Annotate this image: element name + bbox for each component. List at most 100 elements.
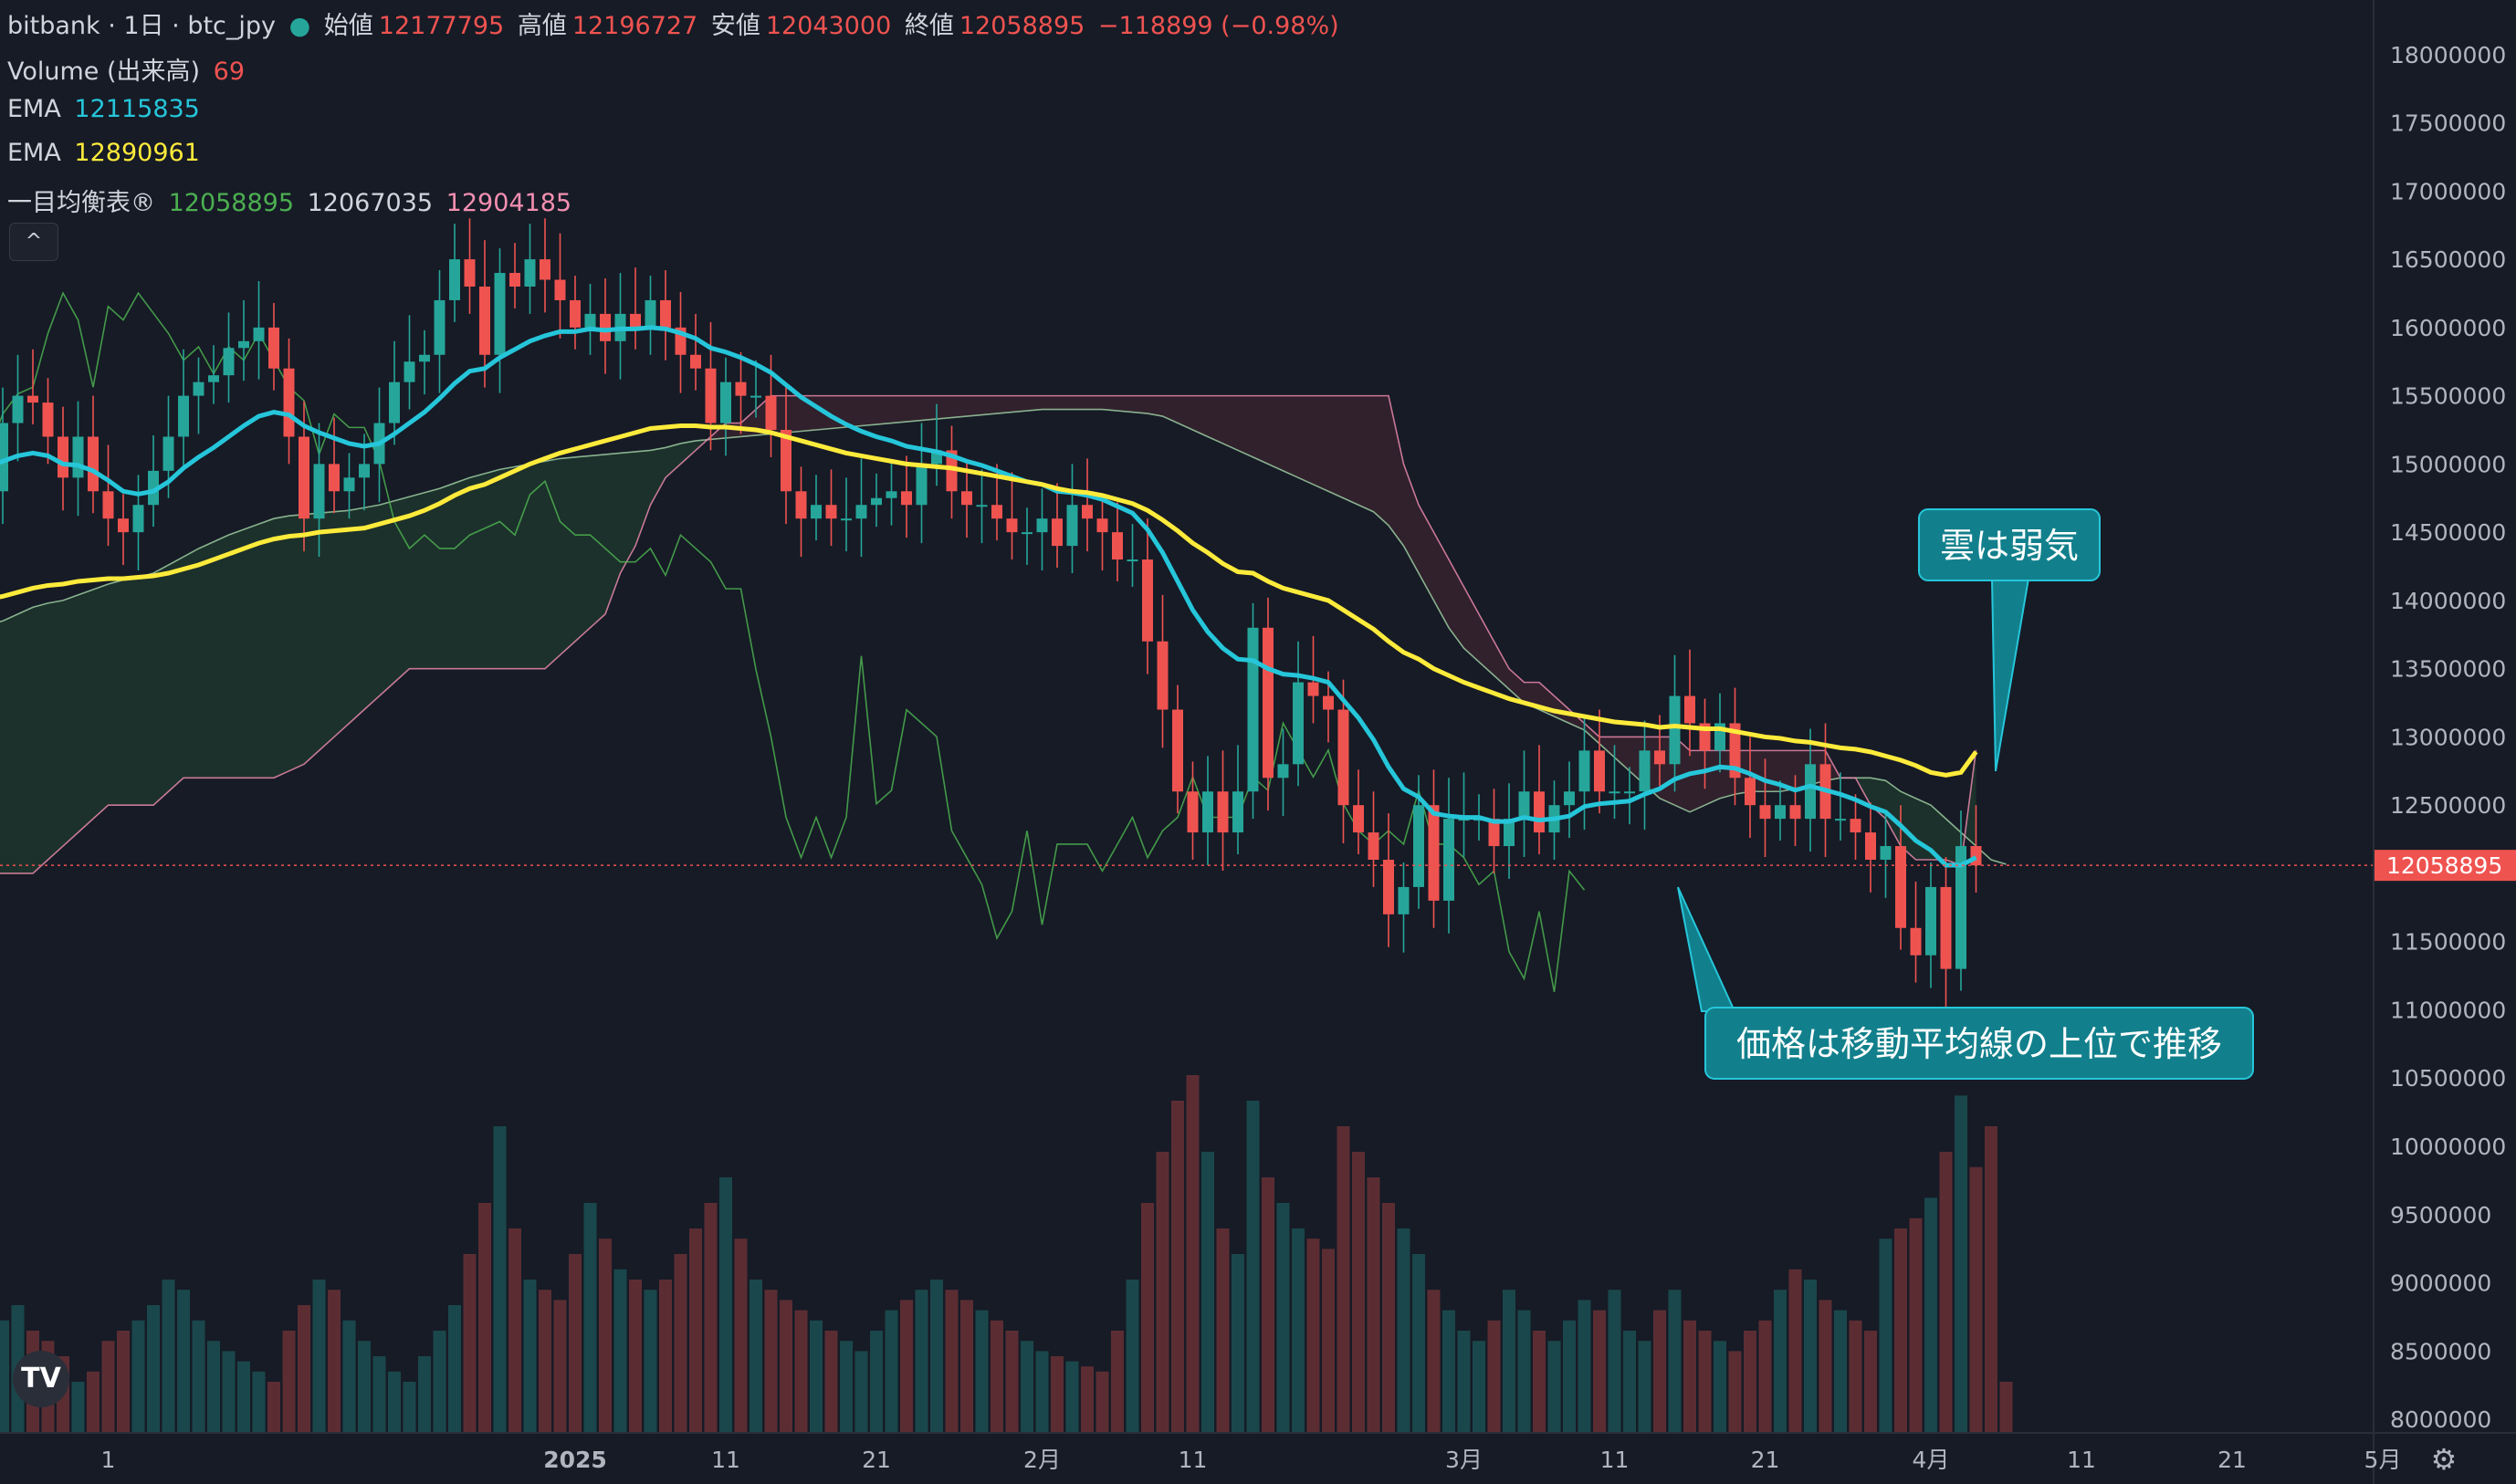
candle-body[interactable] xyxy=(1564,791,1575,806)
candle-body[interactable] xyxy=(811,505,822,519)
candle-body[interactable] xyxy=(1112,532,1123,560)
candle-body[interactable] xyxy=(600,313,611,341)
candle-body[interactable] xyxy=(1398,886,1410,914)
candle-body[interactable] xyxy=(88,436,99,492)
candle-body[interactable] xyxy=(1805,764,1816,820)
candle-body[interactable] xyxy=(1578,750,1590,792)
candle-body[interactable] xyxy=(750,395,761,398)
candle-body[interactable] xyxy=(1443,819,1454,901)
candle-body[interactable] xyxy=(1970,846,1982,866)
candle-body[interactable] xyxy=(976,505,988,507)
candle-body[interactable] xyxy=(1504,819,1515,847)
candle-body[interactable] xyxy=(464,259,476,287)
candle-body[interactable] xyxy=(1835,819,1846,821)
candle-body[interactable] xyxy=(1534,791,1545,833)
candle-body[interactable] xyxy=(1925,886,1936,956)
candle-body[interactable] xyxy=(1684,695,1695,724)
candle-body[interactable] xyxy=(1293,682,1304,765)
candle-body[interactable] xyxy=(1955,846,1966,969)
candle-body[interactable] xyxy=(946,450,958,492)
candle-body[interactable] xyxy=(1036,518,1048,533)
candle-body[interactable] xyxy=(1759,805,1771,820)
candle-body[interactable] xyxy=(1127,559,1138,562)
candle-body[interactable] xyxy=(102,491,114,519)
candle-body[interactable] xyxy=(735,381,747,396)
candle-body[interactable] xyxy=(1789,805,1801,820)
candle-body[interactable] xyxy=(1428,805,1440,901)
candle-body[interactable] xyxy=(1263,627,1274,779)
candle-body[interactable] xyxy=(645,299,656,328)
candle-body[interactable] xyxy=(389,381,400,423)
candle-body[interactable] xyxy=(193,381,204,396)
candle-body[interactable] xyxy=(705,368,717,423)
candle-body[interactable] xyxy=(1865,832,1876,860)
candle-body[interactable] xyxy=(1232,791,1243,833)
candle-body[interactable] xyxy=(991,505,1002,519)
candle-body[interactable] xyxy=(795,491,807,519)
candle-body[interactable] xyxy=(208,375,219,382)
candle-body[interactable] xyxy=(0,423,8,492)
candle-body[interactable] xyxy=(162,436,174,471)
candle-body[interactable] xyxy=(1910,927,1922,956)
candle-body[interactable] xyxy=(1172,709,1183,792)
ema-short-legend[interactable]: EMA 12115835 xyxy=(7,95,205,123)
candle-body[interactable] xyxy=(781,430,791,492)
chart-title[interactable]: bitbank · 1日 · btc_jpy xyxy=(7,12,277,40)
candle-body[interactable] xyxy=(871,497,882,506)
candle-body[interactable] xyxy=(690,354,701,369)
candle-body[interactable] xyxy=(12,395,24,423)
candle-body[interactable] xyxy=(1488,819,1500,847)
candle-body[interactable] xyxy=(1383,860,1394,914)
collapse-legend-button[interactable]: ^ xyxy=(9,223,58,261)
candle-body[interactable] xyxy=(178,395,189,437)
candle-body[interactable] xyxy=(343,477,355,492)
candle-body[interactable] xyxy=(630,313,641,328)
candle-body[interactable] xyxy=(253,327,265,341)
candle-body[interactable] xyxy=(765,395,777,430)
candle-body[interactable] xyxy=(1157,641,1169,710)
candle-body[interactable] xyxy=(1775,805,1786,820)
candle-body[interactable] xyxy=(886,491,897,498)
candle-body[interactable] xyxy=(1880,846,1892,860)
candle-body[interactable] xyxy=(584,313,596,328)
candle-body[interactable] xyxy=(132,505,144,533)
candle-body[interactable] xyxy=(720,381,731,423)
candle-body[interactable] xyxy=(404,361,415,382)
candle-body[interactable] xyxy=(1745,778,1756,806)
candle-body[interactable] xyxy=(1895,846,1906,928)
candle-body[interactable] xyxy=(1940,886,1952,969)
candle-body[interactable] xyxy=(434,299,446,355)
candle-body[interactable] xyxy=(268,327,279,369)
candle-body[interactable] xyxy=(313,464,325,519)
candle-body[interactable] xyxy=(58,436,68,478)
candle-body[interactable] xyxy=(449,259,460,300)
candle-body[interactable] xyxy=(148,470,159,506)
candle-body[interactable] xyxy=(1639,750,1651,792)
candle-body[interactable] xyxy=(554,279,566,300)
candle-body[interactable] xyxy=(855,505,867,519)
candle-body[interactable] xyxy=(901,491,912,506)
candle-body[interactable] xyxy=(42,402,54,437)
candle-body[interactable] xyxy=(329,464,340,492)
candle-body[interactable] xyxy=(841,518,852,521)
tradingview-logo[interactable]: TV xyxy=(13,1351,69,1407)
candle-body[interactable] xyxy=(223,348,235,376)
candle-body[interactable] xyxy=(1594,750,1605,792)
candle-body[interactable] xyxy=(524,259,536,287)
candle-body[interactable] xyxy=(1850,819,1861,833)
ema-long-legend[interactable]: EMA 12890961 xyxy=(7,139,205,167)
candle-body[interactable] xyxy=(238,340,249,349)
ichimoku-legend[interactable]: 一目均衡表® 12058895 12067035 12904185 xyxy=(7,183,577,218)
candle-body[interactable] xyxy=(359,464,370,478)
candle-body[interactable] xyxy=(540,259,550,280)
candle-body[interactable] xyxy=(1337,709,1349,806)
candle-body[interactable] xyxy=(1353,805,1364,833)
candle-body[interactable] xyxy=(1202,791,1213,833)
candle-body[interactable] xyxy=(1669,695,1681,765)
candle-body[interactable] xyxy=(118,518,129,533)
candle-body[interactable] xyxy=(1022,532,1033,535)
gear-icon[interactable]: ⚙ xyxy=(2430,1442,2458,1477)
candle-body[interactable] xyxy=(1413,805,1424,887)
candle-body[interactable] xyxy=(1052,518,1063,547)
